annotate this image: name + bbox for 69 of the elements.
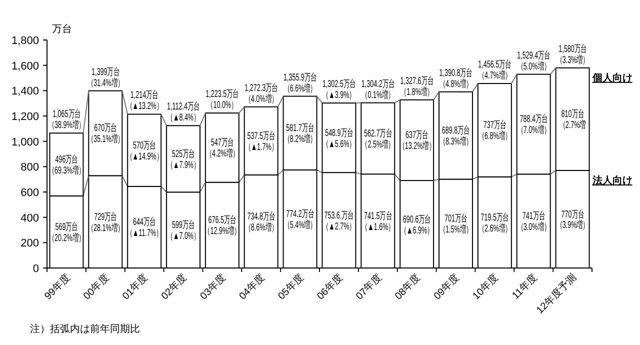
y-tick-label: 600 — [20, 187, 39, 199]
y-axis-title: 万台 — [52, 23, 72, 35]
total-label: 1,399万台（31.4%増） — [87, 65, 124, 88]
data-label: 676.5万台（12.9%増） — [204, 214, 240, 237]
y-tick-label: 400 — [20, 212, 39, 224]
data-label: 548.9万台（▲5.6%） — [322, 126, 356, 150]
total-label: 1,302.5万台（▲3.9%） — [322, 77, 356, 100]
data-label: 788.4万台（7.0%増） — [517, 112, 550, 136]
x-tick-label: 05年度 — [276, 272, 306, 302]
y-tick-label: 200 — [20, 238, 39, 250]
data-label: 537.5万台（▲1.7%） — [244, 129, 278, 152]
data-label: 547万台（4.2%増） — [206, 136, 238, 160]
data-label: 496万台（69.3%増） — [48, 152, 84, 176]
x-tick-label: 04年度 — [236, 272, 268, 302]
y-tick-label: 800 — [20, 162, 39, 174]
x-tick-label: 10年度 — [470, 272, 501, 302]
data-label: 581.7万台（8.2%増） — [284, 122, 316, 144]
data-label: 637万台（13.2%増） — [398, 128, 435, 152]
x-tick-label: 03年度 — [198, 272, 228, 302]
data-label: 729万台（28.1%増） — [87, 210, 124, 234]
total-label: 1,390.8万台（4.8%増） — [439, 66, 472, 90]
total-label: 1,580万台（3.3%増） — [556, 42, 589, 66]
total-label: 1,214万台（▲13.2%） — [126, 88, 162, 112]
data-label: 690.6万台（▲6.9%） — [400, 212, 434, 236]
x-tick-label: 08年度 — [392, 272, 423, 302]
data-label: 689.8万台（8.3%増） — [440, 124, 472, 147]
data-label: 644万台（▲11.7%） — [126, 216, 162, 239]
total-label: 1,065万台（38.9%増） — [48, 108, 84, 130]
data-label: 774.2万台（5.4%増） — [284, 207, 316, 230]
y-tick-label: 1,000 — [11, 136, 39, 148]
data-label: 525万台（▲7.9%） — [166, 147, 200, 170]
x-tick-label: 02年度 — [158, 272, 190, 302]
data-label: 701万台（1.5%増） — [440, 212, 472, 235]
x-tick-label: 99年度 — [42, 272, 73, 302]
total-label: 1,112.4万台（▲8.4%） — [166, 100, 200, 124]
x-tick-label: 00年度 — [81, 272, 112, 302]
y-tick-label: 0 — [32, 263, 39, 275]
x-tick-label: 09年度 — [431, 272, 462, 302]
data-label: 753.6.万台（▲2.7%） — [322, 208, 356, 232]
total-label: 1,529.4万台（5.0%増） — [517, 48, 550, 72]
y-tick-label: 1,400 — [11, 86, 39, 98]
data-label: 810万台（2.7%増 — [559, 108, 586, 131]
total-label: 1,223.5万台（10.0%） — [206, 87, 239, 110]
y-tick-label: 1,800 — [11, 35, 39, 47]
data-label: 734.8万台（8.6%増） — [244, 210, 278, 233]
series-label: 個人向け — [591, 72, 632, 84]
series-label: 法人向け — [591, 174, 632, 186]
data-label: 770万台（3.9%増） — [556, 208, 589, 231]
y-tick-label: 1,600 — [11, 60, 39, 72]
total-label: 1,304.2万台（0.1%増） — [361, 77, 394, 100]
y-tick-label: 1,200 — [11, 111, 39, 123]
data-label: 562.7万台（2.5%増） — [362, 126, 394, 150]
x-tick-label: 11年度 — [510, 272, 540, 302]
x-tick-label: 06年度 — [314, 272, 346, 302]
data-label: 719.5万台（2.6%増） — [478, 210, 511, 234]
data-label: 741万台（3.0%増） — [517, 210, 550, 232]
text: 注）括弧内は前年同期比 — [30, 323, 140, 335]
x-tick-label: 01年度 — [120, 272, 150, 302]
total-label: 1,272.3万台（4.0%増） — [244, 81, 278, 104]
data-label: 570万台（▲14.9%） — [126, 138, 162, 162]
x-tick-label: 07年度 — [354, 272, 384, 302]
total-label: 1,456.5万台（4.7%増） — [478, 58, 512, 81]
data-label: 670万台（35.1%増） — [87, 122, 124, 145]
data-label: 741.5万台（▲1.6%） — [362, 209, 394, 232]
data-label: 737万台（6.8%増） — [478, 118, 511, 142]
total-label: 1,327.6万台（1.8%増） — [400, 74, 434, 98]
data-label: 569万台（20.2%増） — [48, 220, 84, 244]
total-label: 1,355.9万台（6.6%増） — [284, 70, 317, 94]
data-label: 599万台（▲7.0%） — [166, 218, 200, 242]
